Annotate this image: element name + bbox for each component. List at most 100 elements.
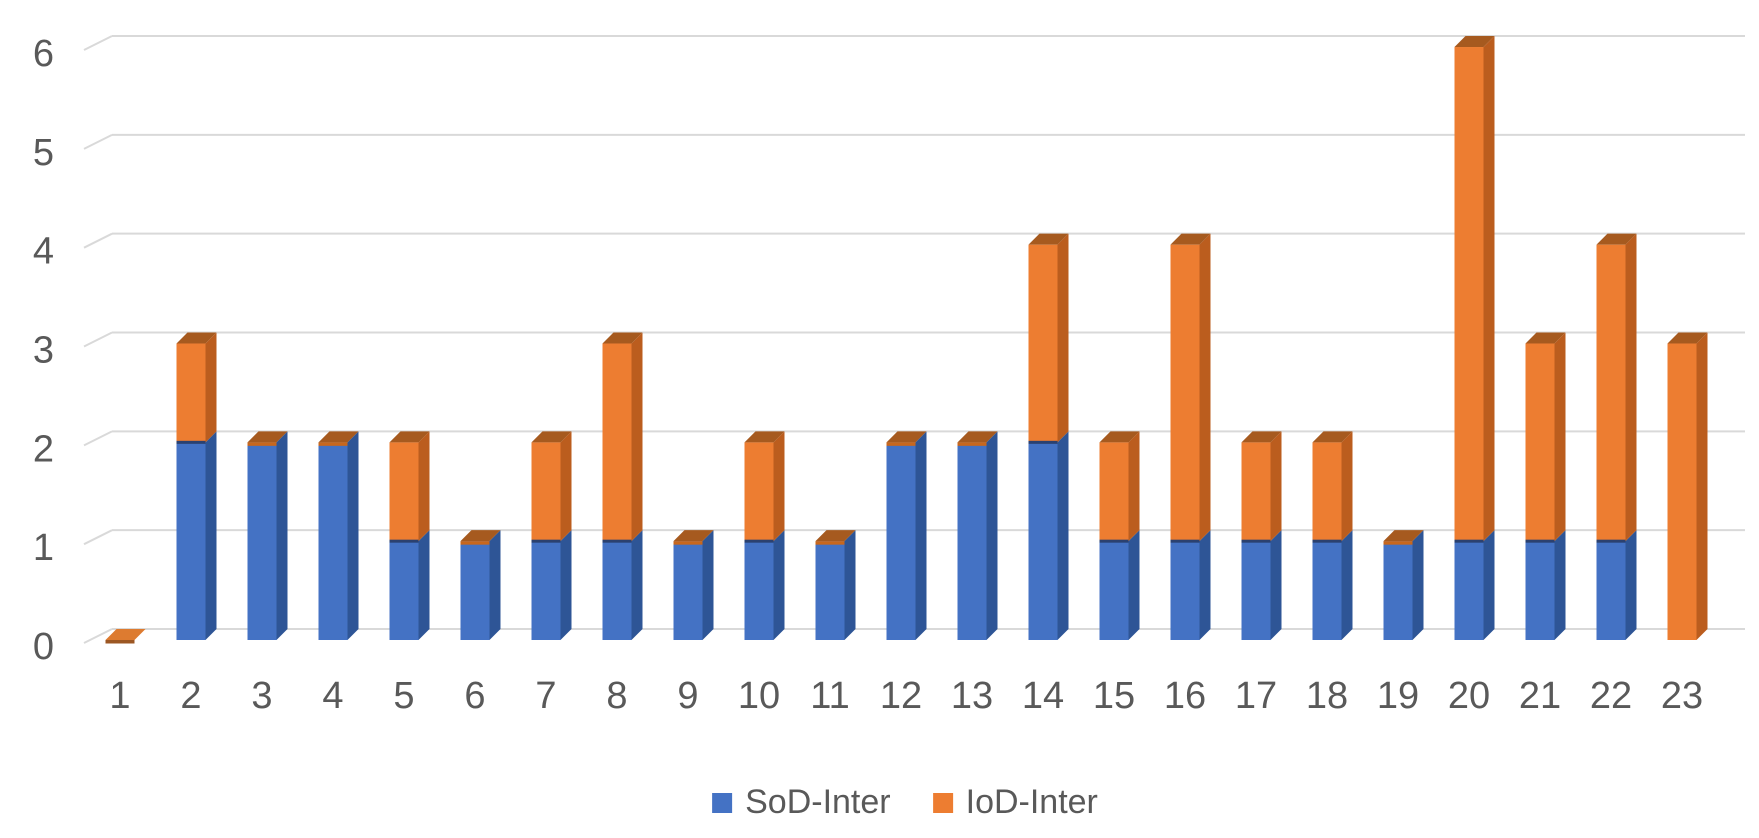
bar-4-cap-edge — [318, 442, 348, 446]
bar-22-sod-side — [1625, 530, 1637, 640]
bar-2-iod-side — [205, 332, 217, 443]
bar-10-top-face — [744, 431, 785, 443]
bar-13-sod-segment — [957, 442, 987, 640]
bar-11-top-face — [815, 530, 856, 542]
bar-7-sod-side — [560, 530, 572, 640]
bar-4-top-face — [318, 431, 359, 443]
bar-21-sod-side — [1554, 530, 1566, 640]
x-tick-label: 23 — [1661, 675, 1703, 717]
bar-18-top-face — [1312, 431, 1353, 443]
bar-5-junction — [389, 539, 419, 543]
bar-8-sod-side — [631, 530, 643, 640]
y-tick-label: 5 — [33, 132, 54, 174]
bar-11-sod-side — [844, 530, 856, 640]
y-tick-label: 2 — [33, 428, 54, 470]
y-tick-label: 1 — [33, 527, 54, 569]
bar-16-junction — [1170, 539, 1200, 543]
x-tick-label: 6 — [464, 675, 485, 717]
bar-10-iod-side — [773, 431, 785, 542]
bar-12-sod-side — [915, 431, 927, 640]
bar-18-junction — [1312, 539, 1342, 543]
bar-23-top-face — [1667, 332, 1708, 344]
bar-2-junction — [176, 440, 206, 444]
bar-5-iod-segment — [389, 442, 419, 542]
bar-13-top-face — [957, 431, 998, 443]
y-axis-tick — [83, 430, 113, 447]
bar-8-top-face — [602, 332, 643, 344]
bar-10-junction — [744, 539, 774, 543]
bar-6-sod-side — [489, 530, 501, 640]
bar-2-sod-side — [205, 431, 217, 640]
x-tick-label: 13 — [951, 675, 993, 717]
bar-14-top-face — [1028, 233, 1069, 245]
x-tick-label: 9 — [677, 675, 698, 717]
x-tick-label: 12 — [880, 675, 922, 717]
bar-6-top-face — [460, 530, 501, 542]
bar-6-sod-segment — [460, 541, 490, 640]
y-axis-tick — [83, 529, 113, 546]
bar-12-sod-segment — [886, 442, 916, 640]
legend-label-sod-inter: SoD-Inter — [745, 783, 891, 821]
bar-15-iod-side — [1128, 431, 1140, 542]
bar-1-cap-edge — [105, 640, 135, 644]
bar-14-iod-segment — [1028, 244, 1058, 443]
bar-15-junction — [1099, 539, 1129, 543]
bar-14-sod-segment — [1028, 442, 1058, 640]
y-tick-label: 3 — [33, 330, 54, 372]
bar-1-top-face — [105, 629, 146, 640]
bar-20-iod-segment — [1454, 47, 1484, 542]
bar-5-iod-side — [418, 431, 430, 542]
bar-5-sod-side — [418, 530, 430, 640]
x-tick-label: 11 — [810, 675, 849, 717]
y-axis-tick — [83, 133, 113, 150]
bar-3-sod-side — [276, 431, 288, 640]
y-axis-tick — [83, 331, 113, 348]
y-axis-tick — [83, 35, 113, 51]
bar-7-sod-segment — [531, 541, 561, 640]
bar-7-top-face — [531, 431, 572, 443]
legend-item-iod-inter: IoD-Inter — [932, 783, 1098, 822]
y-axis-tick — [83, 628, 113, 644]
bar-8-junction — [602, 539, 632, 543]
bar-5-top-face — [389, 431, 430, 443]
bar-17-iod-segment — [1241, 442, 1271, 542]
bar-17-top-face — [1241, 431, 1282, 443]
bar-10-iod-segment — [744, 442, 774, 542]
chart-legend: SoD-Inter IoD-Inter — [712, 783, 1098, 822]
bar-21-iod-side — [1554, 332, 1566, 542]
bar-3-cap-edge — [247, 442, 277, 446]
x-tick-label: 10 — [738, 675, 780, 717]
bar-10-sod-side — [773, 530, 785, 640]
x-tick-label: 14 — [1022, 675, 1064, 717]
bar-13-sod-side — [986, 431, 998, 640]
bar-15-sod-segment — [1099, 541, 1129, 640]
x-tick-label: 19 — [1377, 675, 1419, 717]
bar-14-iod-side — [1057, 233, 1069, 443]
y-axis-tick — [83, 232, 113, 249]
bar-19-top-face — [1383, 530, 1424, 542]
bar-12-top-face — [886, 431, 927, 443]
bar-7-iod-segment — [531, 442, 561, 542]
legend-label-iod-inter: IoD-Inter — [965, 783, 1098, 821]
bar-8-iod-side — [631, 332, 643, 542]
bar-2-top-face — [176, 332, 217, 344]
bar-15-sod-side — [1128, 530, 1140, 640]
bar-19-cap-edge — [1383, 541, 1413, 545]
bar-18-sod-segment — [1312, 541, 1342, 640]
bar-22-iod-segment — [1596, 244, 1626, 542]
y-tick-label: 6 — [33, 33, 54, 75]
bar-16-top-face — [1170, 233, 1211, 245]
bar-12-cap-edge — [886, 442, 916, 446]
bar-16-sod-segment — [1170, 541, 1200, 640]
bar-21-top-face — [1525, 332, 1566, 344]
bar-9-sod-side — [702, 530, 714, 640]
x-tick-label: 17 — [1235, 675, 1277, 717]
x-tick-label: 15 — [1093, 675, 1135, 717]
bar-16-iod-segment — [1170, 244, 1200, 542]
bar-7-junction — [531, 539, 561, 543]
bar-14-junction — [1028, 440, 1058, 444]
bar-7-iod-side — [560, 431, 572, 542]
x-tick-label: 22 — [1590, 675, 1632, 717]
bar-18-iod-side — [1341, 431, 1353, 542]
bar-11-cap-edge — [815, 541, 845, 545]
